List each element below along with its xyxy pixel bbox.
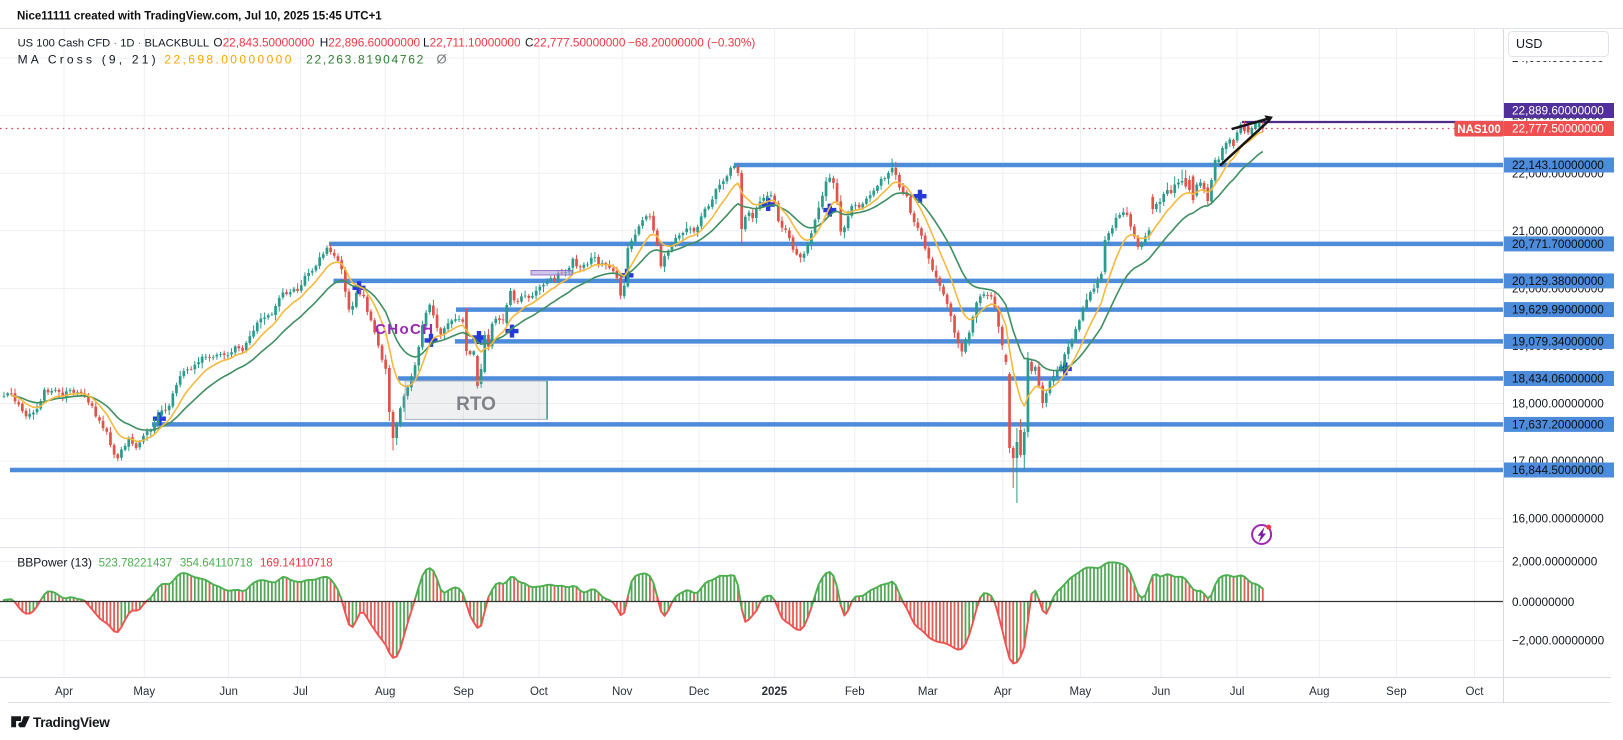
svg-text:18,000.00000000: 18,000.00000000 xyxy=(1512,397,1604,411)
svg-text:19,629.99000000: 19,629.99000000 xyxy=(1512,303,1604,317)
svg-text:Aug: Aug xyxy=(375,686,395,698)
svg-text:Oct: Oct xyxy=(530,686,549,698)
svg-text:2025: 2025 xyxy=(762,686,788,698)
svg-text:22,889.60000000: 22,889.60000000 xyxy=(1512,104,1604,118)
svg-text:16,000.00000000: 16,000.00000000 xyxy=(1512,512,1604,526)
svg-text:C22,777.50000000: C22,777.50000000 xyxy=(525,36,626,50)
svg-text:20,771.70000000: 20,771.70000000 xyxy=(1512,237,1604,251)
svg-text:22,143.10000000: 22,143.10000000 xyxy=(1512,158,1604,172)
svg-text:Jul: Jul xyxy=(293,686,308,698)
svg-text:17,637.20000000: 17,637.20000000 xyxy=(1512,417,1604,431)
svg-text:19,079.34000000: 19,079.34000000 xyxy=(1512,334,1604,348)
svg-text:Nov: Nov xyxy=(612,686,633,698)
svg-text:20,129.38000000: 20,129.38000000 xyxy=(1512,274,1604,288)
svg-text:US 100 Cash CFD · 1D · BLACKBU: US 100 Cash CFD · 1D · BLACKBULL xyxy=(18,38,210,50)
svg-text:CHoCH: CHoCH xyxy=(375,321,435,338)
svg-text:Feb: Feb xyxy=(845,686,865,698)
svg-text:H22,896.60000000: H22,896.60000000 xyxy=(320,36,421,50)
svg-text:May: May xyxy=(1070,686,1092,698)
svg-text:Jun: Jun xyxy=(219,686,238,698)
svg-text:22,263.81904762: 22,263.81904762 xyxy=(306,53,425,67)
svg-text:Mar: Mar xyxy=(918,686,938,698)
svg-text:Oct: Oct xyxy=(1466,686,1485,698)
svg-text:RTO: RTO xyxy=(456,394,496,415)
svg-text:Sep: Sep xyxy=(453,686,473,698)
svg-text:Nice11111 created with Trading: Nice11111 created with TradingView.com, … xyxy=(17,11,382,23)
svg-text:L22,711.10000000: L22,711.10000000 xyxy=(423,36,521,50)
svg-text:Ø: Ø xyxy=(437,52,447,67)
svg-text:Sep: Sep xyxy=(1386,686,1406,698)
svg-text:0.00000000: 0.00000000 xyxy=(1512,595,1575,609)
svg-text:BBPower (13): BBPower (13) xyxy=(17,556,92,570)
svg-text:NAS100: NAS100 xyxy=(1457,124,1500,136)
svg-text:USD: USD xyxy=(1516,37,1542,51)
svg-text:TradingView: TradingView xyxy=(33,715,110,730)
svg-text:16,844.50000000: 16,844.50000000 xyxy=(1512,463,1604,477)
svg-text:O22,843.50000000: O22,843.50000000 xyxy=(213,36,314,50)
svg-text:354.64110718: 354.64110718 xyxy=(180,558,253,570)
svg-text:Aug: Aug xyxy=(1309,686,1329,698)
svg-text:169.14110718: 169.14110718 xyxy=(260,558,333,570)
svg-text:18,434.06000000: 18,434.06000000 xyxy=(1512,372,1604,386)
svg-text:Jun: Jun xyxy=(1152,686,1171,698)
svg-text:May: May xyxy=(133,686,155,698)
svg-text:MA Cross (9, 21): MA Cross (9, 21) xyxy=(18,53,159,67)
svg-text:Dec: Dec xyxy=(689,686,710,698)
svg-text:523.78221437: 523.78221437 xyxy=(99,558,173,570)
svg-text:22,777.50000000: 22,777.50000000 xyxy=(1512,122,1604,136)
svg-text:2,000.00000000: 2,000.00000000 xyxy=(1512,554,1598,568)
svg-text:22,698.00000000: 22,698.00000000 xyxy=(164,53,293,67)
svg-text:Apr: Apr xyxy=(994,686,1012,698)
svg-text:21,000.00000000: 21,000.00000000 xyxy=(1512,224,1604,238)
svg-text:Jul: Jul xyxy=(1230,686,1245,698)
svg-text:Apr: Apr xyxy=(55,686,73,698)
svg-text:−68.20000000 (−0.30%): −68.20000000 (−0.30%) xyxy=(628,36,755,50)
svg-text:−2,000.00000000: −2,000.00000000 xyxy=(1512,633,1605,647)
